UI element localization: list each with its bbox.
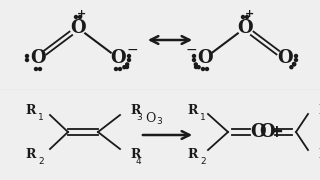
Text: −: − [126, 43, 138, 57]
Circle shape [197, 66, 200, 69]
Text: O: O [277, 49, 293, 67]
Circle shape [126, 63, 129, 66]
Text: R: R [318, 147, 320, 161]
Circle shape [205, 68, 209, 71]
Text: R: R [188, 103, 198, 116]
Text: +: + [269, 123, 283, 141]
Text: R: R [26, 147, 36, 161]
Text: +: + [77, 9, 87, 19]
Text: R: R [130, 147, 140, 161]
Text: −: − [185, 43, 197, 57]
Text: O: O [237, 19, 253, 37]
Circle shape [290, 66, 293, 69]
Circle shape [75, 15, 77, 19]
Circle shape [127, 55, 131, 57]
Text: 2: 2 [200, 157, 206, 166]
Text: 2: 2 [38, 157, 44, 166]
Text: O: O [110, 49, 126, 67]
Circle shape [293, 63, 296, 66]
Circle shape [115, 68, 117, 71]
Circle shape [127, 58, 131, 62]
Circle shape [78, 15, 82, 19]
Text: 3: 3 [136, 113, 142, 122]
Circle shape [193, 55, 196, 57]
Text: O: O [145, 111, 155, 125]
Circle shape [194, 63, 197, 66]
Circle shape [245, 15, 249, 19]
Text: O: O [30, 49, 46, 67]
Circle shape [294, 58, 298, 62]
Text: O: O [70, 19, 86, 37]
Text: R: R [130, 103, 140, 116]
Text: 1: 1 [200, 113, 206, 122]
Text: 1: 1 [38, 113, 44, 122]
Circle shape [292, 62, 295, 66]
Text: 3: 3 [156, 118, 162, 127]
Circle shape [242, 15, 244, 19]
Circle shape [123, 66, 126, 69]
Circle shape [294, 55, 298, 57]
Text: R: R [188, 147, 198, 161]
Circle shape [26, 58, 28, 62]
Circle shape [118, 68, 122, 71]
Text: O: O [250, 123, 266, 141]
Circle shape [202, 68, 204, 71]
Text: +: + [244, 9, 254, 19]
Circle shape [38, 68, 42, 71]
Text: O: O [259, 123, 275, 141]
Circle shape [35, 68, 37, 71]
Text: R: R [26, 103, 36, 116]
Circle shape [193, 58, 196, 62]
Circle shape [125, 66, 129, 69]
Text: O: O [197, 49, 213, 67]
Text: 4: 4 [136, 157, 142, 166]
Text: R: R [318, 103, 320, 116]
Circle shape [195, 66, 197, 69]
Circle shape [26, 55, 28, 57]
